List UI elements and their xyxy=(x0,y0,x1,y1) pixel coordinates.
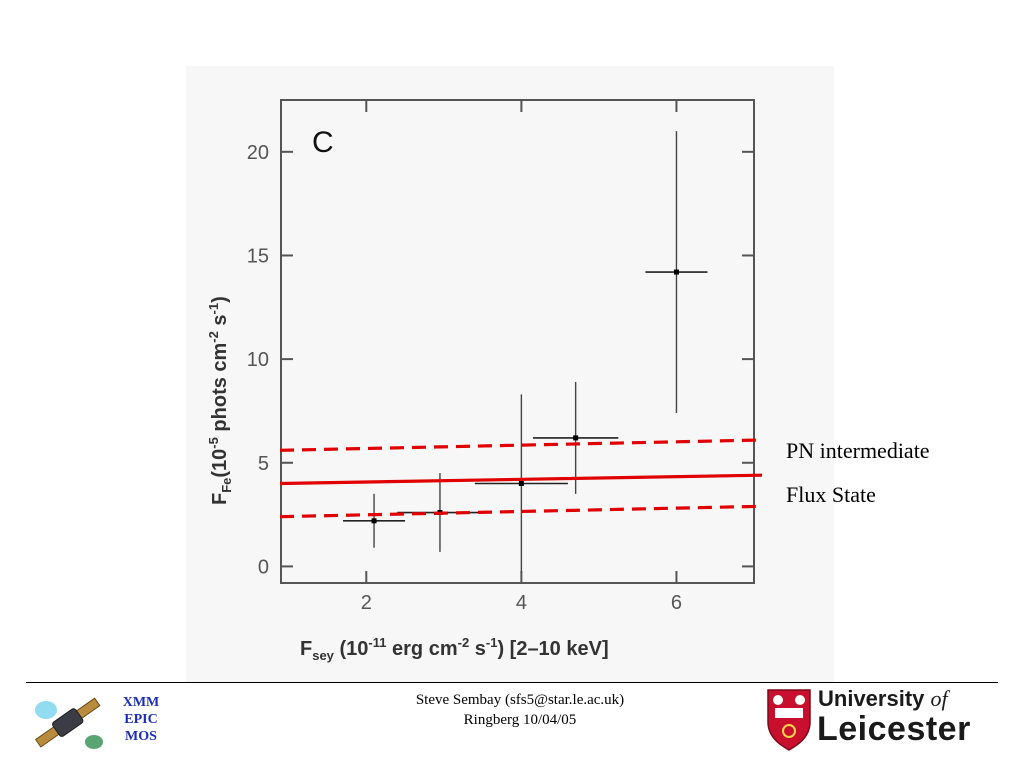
annotation-line1: PN intermediate xyxy=(786,438,930,463)
xmm-line2: EPIC xyxy=(124,712,158,727)
footer-credit: Steve Sembay (sfs5@star.le.ac.uk) Ringbe… xyxy=(340,690,700,730)
footer-divider xyxy=(26,682,998,683)
university-name-line1: University of xyxy=(818,686,948,712)
xmm-line3: MOS xyxy=(125,729,157,744)
plot-image xyxy=(186,66,834,682)
xmm-line1: XMM xyxy=(122,695,160,710)
annotation-line2: Flux State xyxy=(786,482,876,507)
university-name-line2: Leicester xyxy=(817,710,971,748)
footer-author: Steve Sembay (sfs5@star.le.ac.uk) xyxy=(415,692,625,708)
footer-event: Ringberg 10/04/05 xyxy=(463,712,577,728)
university-word: University xyxy=(818,686,925,711)
university-crest-icon xyxy=(767,689,811,751)
xmm-satellite-icon xyxy=(34,697,103,749)
university-of: of xyxy=(930,686,948,711)
xmm-epic-mos-label: XMM EPIC MOS xyxy=(112,694,170,745)
